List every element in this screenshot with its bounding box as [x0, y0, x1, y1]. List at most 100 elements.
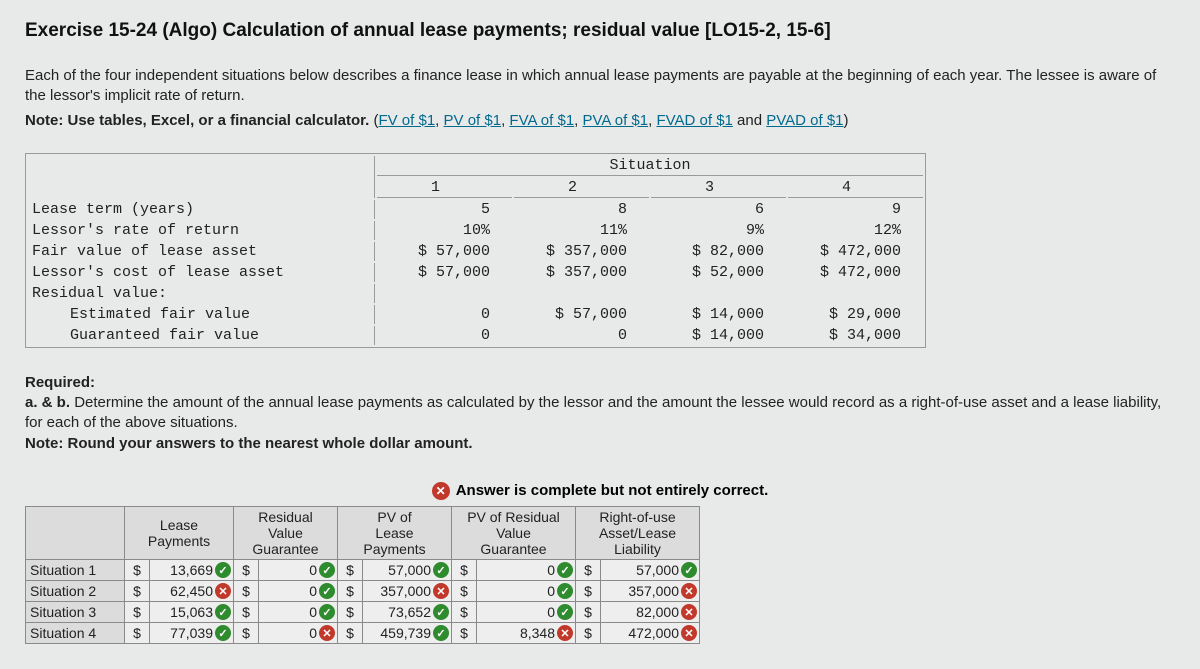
x-icon: ✕ [433, 583, 449, 599]
row-cost-label: Lessor's cost of lease asset [28, 263, 375, 282]
lease-payments-value[interactable]: 13,669✓ [150, 560, 234, 581]
link-pv[interactable]: PV of $1 [444, 112, 502, 129]
link-fv[interactable]: FV of $1 [378, 112, 435, 129]
x-icon: ✕ [215, 583, 231, 599]
residual-value-value[interactable]: 0✕ [259, 623, 338, 644]
check-icon: ✓ [433, 604, 449, 620]
x-icon: ✕ [319, 625, 335, 641]
x-icon: ✕ [681, 625, 697, 641]
check-icon: ✓ [319, 604, 335, 620]
x-icon: ✕ [432, 482, 450, 500]
table-row: Situation 2$62,450✕$0✓$357,000✕$0✓$357,0… [26, 581, 700, 602]
pv-lease-value[interactable]: 459,739✓ [363, 623, 452, 644]
pv-lease-value[interactable]: 57,000✓ [363, 560, 452, 581]
link-fvad[interactable]: FVAD of $1 [656, 112, 732, 129]
residual-value-value[interactable]: 0✓ [259, 560, 338, 581]
residual-value-value[interactable]: 0✓ [259, 602, 338, 623]
currency-symbol: $ [338, 560, 363, 581]
check-icon: ✓ [319, 562, 335, 578]
currency-symbol: $ [576, 623, 601, 644]
currency-symbol: $ [452, 581, 477, 602]
col-3: 3 [651, 178, 786, 198]
pv-lease-value[interactable]: 357,000✕ [363, 581, 452, 602]
intro-text: Each of the four independent situations … [25, 67, 1156, 104]
hdr-lease: LeasePayments [125, 506, 234, 559]
row-est-fv-label: Estimated fair value [28, 305, 375, 324]
currency-symbol: $ [338, 602, 363, 623]
status-banner: ✕ Answer is complete but not entirely co… [25, 482, 1175, 500]
table-row: Situation 4$77,039✓$0✕$459,739✓$8,348✕$4… [26, 623, 700, 644]
row-guar-fv-label: Guaranteed fair value [28, 326, 375, 345]
pv-residual-value[interactable]: 0✓ [477, 560, 576, 581]
table-row: Situation 1$13,669✓$0✓$57,000✓$0✓$57,000… [26, 560, 700, 581]
check-icon: ✓ [557, 583, 573, 599]
row-lease-term-label: Lease term (years) [28, 200, 375, 219]
col-2: 2 [514, 178, 649, 198]
x-icon: ✕ [681, 604, 697, 620]
currency-symbol: $ [125, 623, 150, 644]
currency-symbol: $ [576, 602, 601, 623]
lease-payments-value[interactable]: 62,450✕ [150, 581, 234, 602]
hdr-pv-lease: PV ofLeasePayments [338, 506, 452, 559]
pv-lease-value[interactable]: 73,652✓ [363, 602, 452, 623]
required-heading: Required: [25, 373, 1175, 393]
currency-symbol: $ [576, 581, 601, 602]
right-of-use-value[interactable]: 472,000✕ [601, 623, 700, 644]
currency-symbol: $ [338, 623, 363, 644]
link-fva[interactable]: FVA of $1 [509, 112, 574, 129]
pv-residual-value[interactable]: 0✓ [477, 581, 576, 602]
right-of-use-value[interactable]: 357,000✕ [601, 581, 700, 602]
check-icon: ✓ [681, 562, 697, 578]
currency-symbol: $ [452, 602, 477, 623]
row-residual-label: Residual value: [28, 284, 375, 303]
table-row: Situation 3$15,063✓$0✓$73,652✓$0✓$82,000… [26, 602, 700, 623]
check-icon: ✓ [557, 604, 573, 620]
pv-residual-value[interactable]: 0✓ [477, 602, 576, 623]
residual-value-value[interactable]: 0✓ [259, 581, 338, 602]
required-note: Note: Round your answers to the nearest … [25, 434, 1175, 454]
lease-payments-value[interactable]: 15,063✓ [150, 602, 234, 623]
situation-data-table: Situation 1 2 3 4 Lease term (years) 5 8… [25, 153, 926, 348]
x-icon: ✕ [557, 625, 573, 641]
check-icon: ✓ [557, 562, 573, 578]
currency-symbol: $ [125, 581, 150, 602]
col-4: 4 [788, 178, 923, 198]
col-1: 1 [377, 178, 512, 198]
hdr-blank [26, 506, 125, 559]
check-icon: ✓ [215, 625, 231, 641]
row-label: Situation 2 [26, 581, 125, 602]
check-icon: ✓ [215, 604, 231, 620]
check-icon: ✓ [433, 562, 449, 578]
row-label: Situation 4 [26, 623, 125, 644]
intro-note-prefix: Note: Use tables, Excel, or a financial … [25, 112, 369, 129]
x-icon: ✕ [681, 583, 697, 599]
row-label: Situation 3 [26, 602, 125, 623]
lease-payments-value[interactable]: 77,039✓ [150, 623, 234, 644]
required-body: Determine the amount of the annual lease… [25, 394, 1161, 431]
link-pvad[interactable]: PVAD of $1 [766, 112, 843, 129]
currency-symbol: $ [452, 560, 477, 581]
currency-symbol: $ [125, 602, 150, 623]
currency-symbol: $ [452, 623, 477, 644]
hdr-residual: ResidualValueGuarantee [234, 506, 338, 559]
currency-symbol: $ [576, 560, 601, 581]
check-icon: ✓ [319, 583, 335, 599]
answer-table: LeasePayments ResidualValueGuarantee PV … [25, 506, 700, 644]
required-ab: a. & b. [25, 394, 74, 411]
row-label: Situation 1 [26, 560, 125, 581]
hdr-rou: Right-of-useAsset/LeaseLiability [576, 506, 700, 559]
row-rate-label: Lessor's rate of return [28, 221, 375, 240]
pv-residual-value[interactable]: 8,348✕ [477, 623, 576, 644]
currency-symbol: $ [234, 602, 259, 623]
currency-symbol: $ [234, 623, 259, 644]
exercise-title: Exercise 15-24 (Algo) Calculation of ann… [25, 20, 1175, 42]
status-text: Answer is complete but not entirely corr… [456, 482, 769, 499]
situation-caption: Situation [377, 156, 923, 176]
currency-symbol: $ [338, 581, 363, 602]
link-pva[interactable]: PVA of $1 [583, 112, 649, 129]
currency-symbol: $ [234, 560, 259, 581]
hdr-pv-res: PV of ResidualValueGuarantee [452, 506, 576, 559]
right-of-use-value[interactable]: 57,000✓ [601, 560, 700, 581]
row-fair-value-label: Fair value of lease asset [28, 242, 375, 261]
right-of-use-value[interactable]: 82,000✕ [601, 602, 700, 623]
